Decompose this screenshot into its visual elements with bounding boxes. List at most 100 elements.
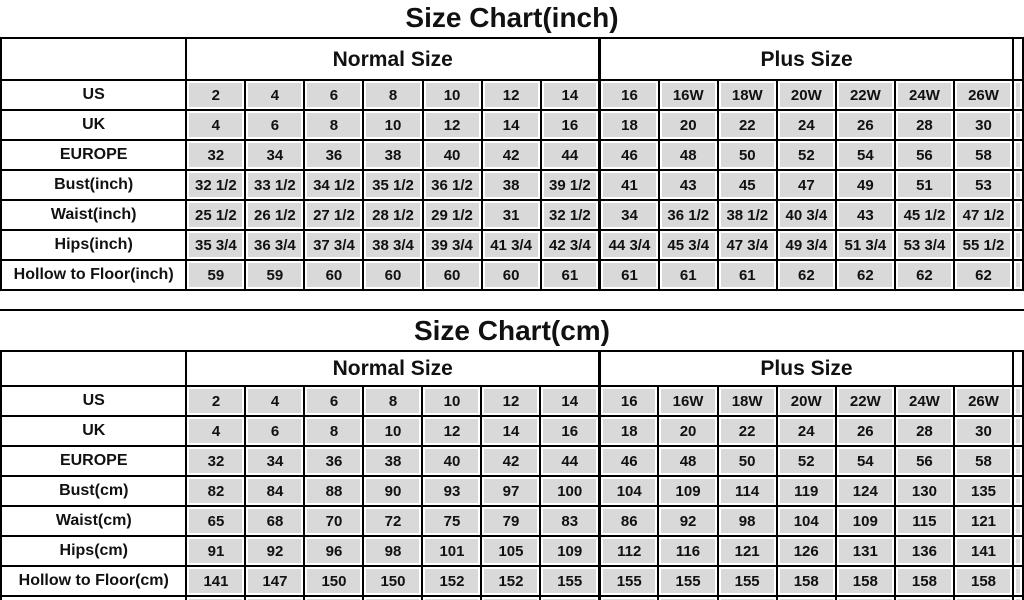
size-cell: 147 <box>244 565 306 597</box>
size-cell: 20 <box>657 415 719 447</box>
row-label: Waist(inch) <box>0 199 188 231</box>
size-cell <box>716 595 778 600</box>
size-cell: 136 <box>893 535 955 567</box>
size-cell: 8 <box>362 79 424 111</box>
size-cell <box>952 595 1015 600</box>
size-group-header-row: Normal Size Plus Size <box>0 350 1024 387</box>
size-cell: 32 <box>185 445 247 477</box>
table-row: EUROPE 32 34 36 38 40 42 44 46 48 50 52 54 56 58 <box>0 445 1024 477</box>
size-cell: 8 <box>303 415 365 447</box>
overflow-cell <box>1012 385 1024 417</box>
size-cell <box>539 595 601 600</box>
size-cell: 26W <box>952 385 1015 417</box>
size-cell: 60 <box>303 259 365 291</box>
overflow-column-stub <box>1012 350 1024 387</box>
size-cell: 54 <box>834 139 896 171</box>
corner-cell <box>0 350 188 387</box>
size-cell: 45 <box>716 169 778 201</box>
table-row: Waist(inch) 25 1/2 26 1/2 27 1/2 28 1/2 29 1/… <box>0 199 1024 231</box>
table-row: Bust(cm) 82 84 88 90 93 97 100 104 109 114 119 124 13… <box>0 475 1024 507</box>
size-chart-cm-section: Size Chart(cm) Normal Size Plus Size US 2 4 6… <box>0 309 1024 600</box>
size-cell: 112 <box>597 535 660 567</box>
size-cell: 47 <box>775 169 837 201</box>
size-cell <box>303 595 365 600</box>
group-header-normal-size: Normal Size <box>185 350 601 387</box>
size-cell: 26 1/2 <box>244 199 306 231</box>
size-cell: 60 <box>480 259 542 291</box>
size-cell: 52 <box>775 445 837 477</box>
size-cell <box>244 595 306 600</box>
size-cell: 24 <box>775 415 837 447</box>
size-cell: 12 <box>480 79 542 111</box>
size-cell: 40 <box>421 445 483 477</box>
size-cell: 22W <box>834 79 896 111</box>
overflow-cell <box>1012 445 1024 477</box>
size-cell: 62 <box>775 259 837 291</box>
overflow-cell <box>1012 595 1024 600</box>
size-cell: 16 <box>598 79 660 111</box>
row-label <box>0 595 188 600</box>
size-cell: 28 1/2 <box>362 199 424 231</box>
size-cell: 68 <box>244 505 306 537</box>
row-label: US <box>0 79 188 111</box>
size-cell: 61 <box>539 259 601 291</box>
size-cell: 82 <box>185 475 247 507</box>
group-header-plus-size: Plus Size <box>597 350 1015 387</box>
size-cell: 42 <box>480 139 542 171</box>
size-cell: 158 <box>834 565 896 597</box>
size-cell: 116 <box>657 535 719 567</box>
row-label: Hips(inch) <box>0 229 188 261</box>
size-cell: 34 <box>244 139 306 171</box>
size-cell: 109 <box>834 505 896 537</box>
size-cell: 155 <box>597 565 660 597</box>
size-chart-cm-table: Normal Size Plus Size US 2 4 6 8 10 12 14 16 16W 18W… <box>0 350 1024 600</box>
row-label: EUROPE <box>0 139 188 171</box>
size-cell: 158 <box>893 565 955 597</box>
row-label: Hollow to Floor(cm) <box>0 565 188 597</box>
size-cell: 152 <box>480 565 542 597</box>
size-cell: 6 <box>303 385 365 417</box>
size-cell: 32 1/2 <box>185 169 247 201</box>
size-cell: 42 3/4 <box>539 229 601 261</box>
size-cell: 75 <box>421 505 483 537</box>
size-cell: 38 1/2 <box>716 199 778 231</box>
size-chart-inch-section: Size Chart(inch) Normal Size Plus Size US 2… <box>0 0 1024 291</box>
size-cell: 39 1/2 <box>539 169 601 201</box>
size-cell: 18W <box>716 385 778 417</box>
size-cell: 150 <box>362 565 424 597</box>
size-cell: 104 <box>775 505 837 537</box>
table-row: UK 4 6 8 10 12 14 16 18 20 22 24 26 28 30 <box>0 109 1024 141</box>
size-cell: 27 1/2 <box>303 199 365 231</box>
size-cell: 34 <box>244 445 306 477</box>
size-cell: 4 <box>244 385 306 417</box>
size-cell <box>185 595 247 600</box>
size-cell: 8 <box>303 109 365 141</box>
size-cell: 59 <box>244 259 306 291</box>
row-label: UK <box>0 109 188 141</box>
size-cell: 2 <box>185 79 247 111</box>
overflow-cell <box>1012 565 1024 597</box>
size-cell: 98 <box>362 535 424 567</box>
size-cell: 26 <box>834 109 896 141</box>
overflow-cell <box>1012 475 1024 507</box>
size-cell: 30 <box>952 109 1015 141</box>
size-cell: 92 <box>657 505 719 537</box>
size-cell: 41 <box>598 169 660 201</box>
size-cell: 34 1/2 <box>303 169 365 201</box>
size-cell: 51 <box>893 169 955 201</box>
size-cell: 47 3/4 <box>716 229 778 261</box>
size-cell: 86 <box>597 505 660 537</box>
size-cell: 26W <box>952 79 1015 111</box>
table-row: UK 4 6 8 10 12 14 16 18 20 22 24 26 28 30 <box>0 415 1024 447</box>
size-cell: 20 <box>657 109 719 141</box>
overflow-cell <box>1012 535 1024 567</box>
size-cell: 92 <box>244 535 306 567</box>
size-cell: 58 <box>952 139 1015 171</box>
size-cell: 46 <box>597 445 660 477</box>
size-cell: 135 <box>952 475 1015 507</box>
size-cell: 55 1/2 <box>952 229 1015 261</box>
row-label: Hips(cm) <box>0 535 188 567</box>
overflow-cell <box>1012 199 1024 231</box>
size-cell: 45 3/4 <box>657 229 719 261</box>
